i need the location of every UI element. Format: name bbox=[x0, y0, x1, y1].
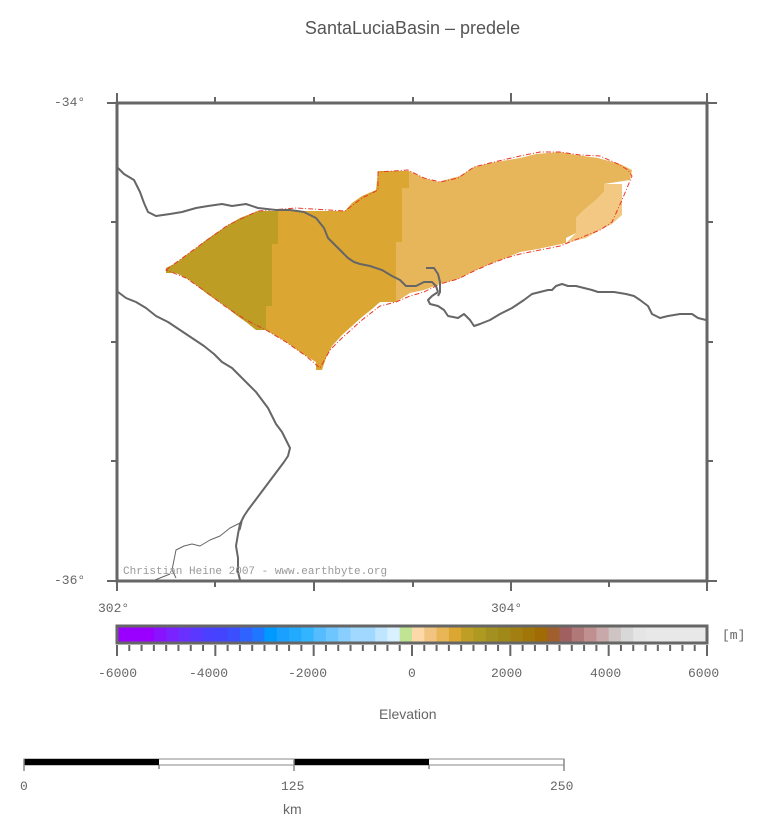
lon-label-east: 304° bbox=[491, 601, 523, 616]
colorbar-tick-label: 6000 bbox=[688, 666, 720, 681]
colorbar-tick-label: -4000 bbox=[189, 666, 229, 681]
colorbar-tick-label: 4000 bbox=[590, 666, 622, 681]
colorbar-unit: [m] bbox=[722, 628, 746, 643]
map-title: SantaLuciaBasin – predele bbox=[304, 18, 521, 38]
basin-elevation-grid bbox=[166, 152, 632, 370]
scalebar-label-mid: 125 bbox=[281, 779, 305, 794]
basin-outline bbox=[164, 151, 633, 369]
scalebar-label-start: 0 bbox=[20, 779, 28, 794]
scalebar-label-end: 250 bbox=[550, 779, 574, 794]
colorbar-frame bbox=[115, 624, 709, 645]
colorbar-tick-label: -2000 bbox=[288, 666, 328, 681]
lat-label-north: -34° bbox=[54, 95, 86, 110]
scalebar bbox=[23, 758, 565, 771]
scalebar-unit: km bbox=[283, 801, 302, 817]
colorbar-ticks bbox=[116, 645, 708, 656]
colorbar-tick-label: 2000 bbox=[491, 666, 523, 681]
colorbar-tick-label: 0 bbox=[408, 666, 416, 681]
credit-text: Christian Heine 2007 - www.earthbyte.org bbox=[123, 566, 388, 578]
colorbar bbox=[117, 626, 708, 643]
lon-label-west: 302° bbox=[98, 601, 130, 616]
colorbar-title: Elevation bbox=[379, 706, 437, 722]
lat-label-south: -36° bbox=[54, 573, 86, 588]
colorbar-tick-label: -6000 bbox=[98, 666, 138, 681]
map-ticks bbox=[107, 93, 717, 591]
